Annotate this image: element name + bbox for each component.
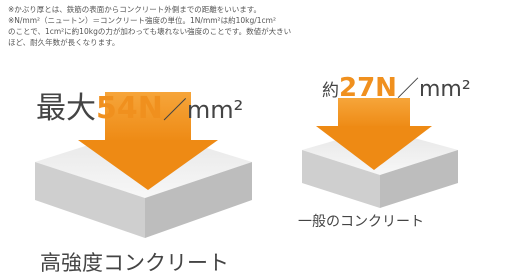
- value: 54N: [96, 91, 163, 126]
- normal-value: 約27N／mm²: [322, 73, 471, 103]
- value: 27N: [339, 73, 397, 103]
- normal-label: 一般のコンクリート: [298, 214, 424, 230]
- high-strength-label: 高強度コンクリート: [40, 251, 229, 275]
- infographic: ※かぶり厚とは、鉄筋の表面からコンクリート外側までの距離をいいます。 ※N/mm…: [0, 0, 511, 280]
- note-line: ※N/mm²（ニュートン）＝コンクリート強度の単位。1N/mm²は約10kg/1…: [8, 15, 276, 25]
- high-strength-value: 最大54N／mm²: [36, 91, 243, 126]
- note-line: ※かぶり厚とは、鉄筋の表面からコンクリート外側までの距離をいいます。: [8, 4, 261, 14]
- unit: ／mm²: [163, 96, 243, 124]
- note-line: のことで、1cm²に約10kgの力が加わっても壊れない強度のことです。数値が大き…: [8, 26, 291, 36]
- prefix: 最大: [36, 91, 96, 126]
- note-line: ほど、耐久年数が長くなります。: [8, 37, 119, 47]
- prefix: 約: [322, 81, 339, 101]
- unit: ／mm²: [397, 77, 471, 102]
